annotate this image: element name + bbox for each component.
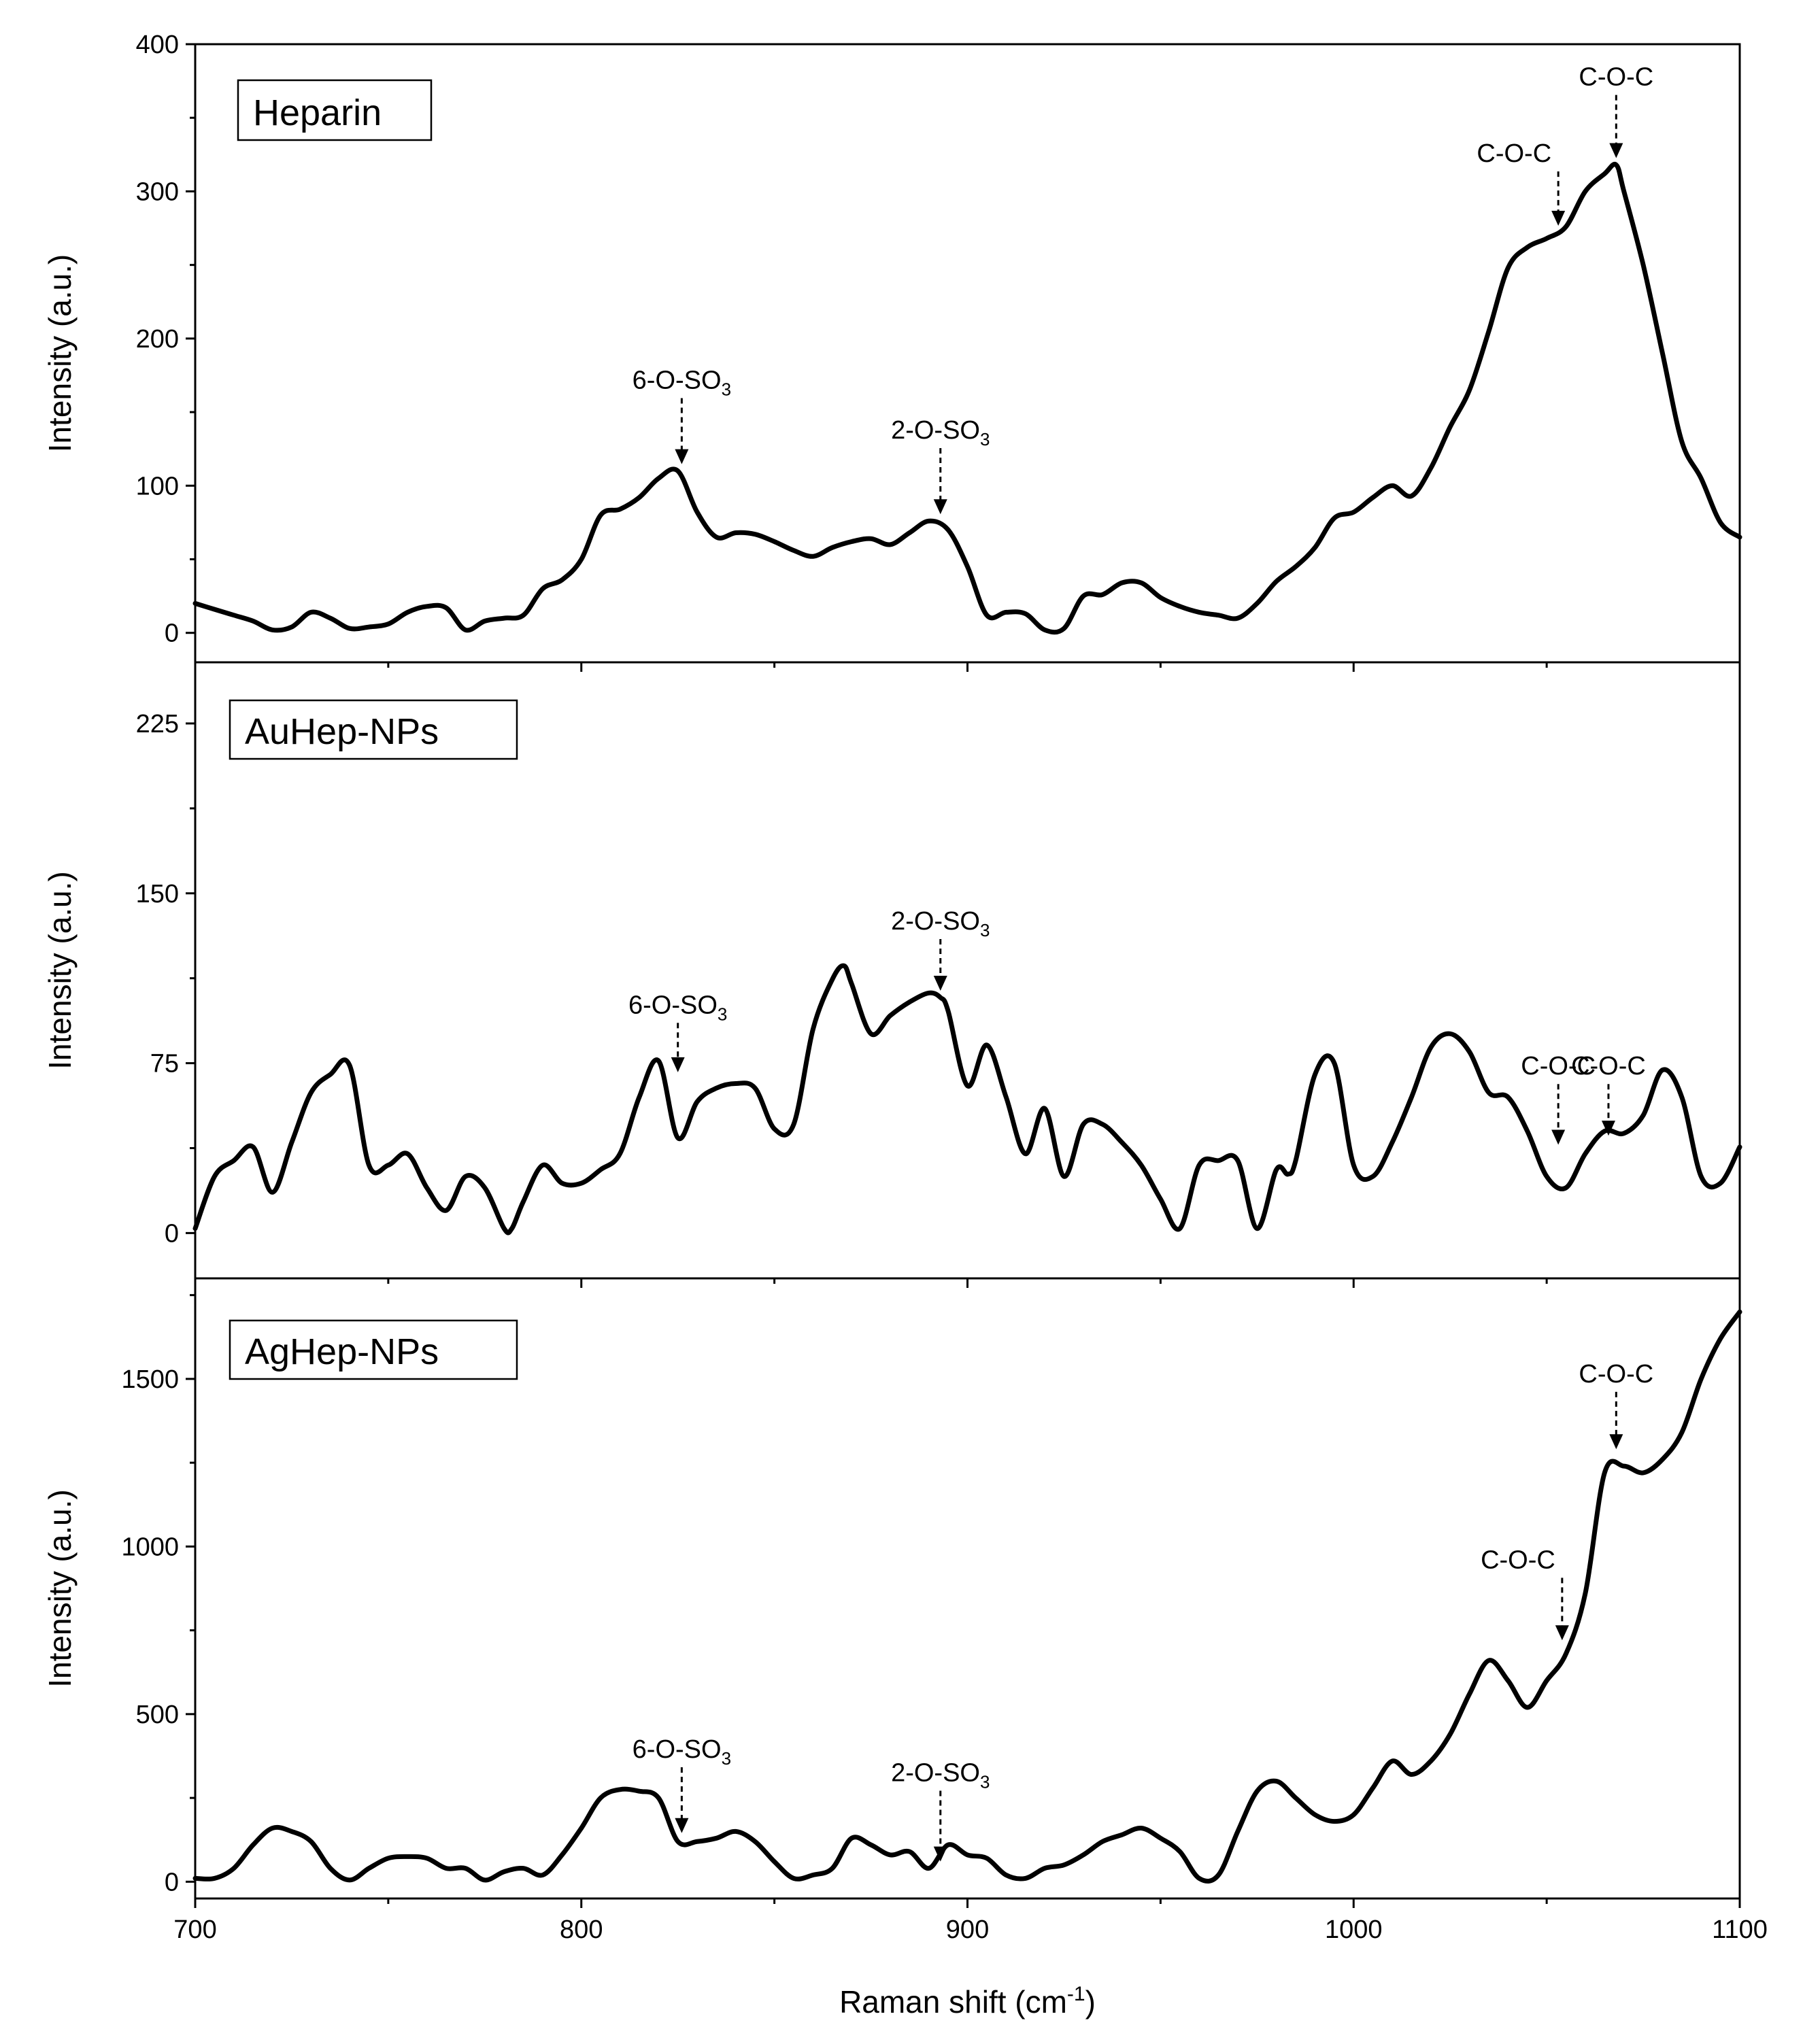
aghep-x-tick-label: 800 bbox=[560, 1915, 603, 1944]
heparin-annotation-arrowhead bbox=[675, 449, 689, 464]
aghep-spectrum-layer bbox=[192, 1309, 1742, 1884]
heparin-spectrum-layer bbox=[192, 162, 1742, 635]
auhep-spectrum-layer bbox=[192, 963, 1742, 1236]
aghep-annotation-arrowhead bbox=[933, 1846, 947, 1862]
aghep-annotation-label-main: C-O-C bbox=[1579, 1360, 1653, 1389]
heparin-panel-label: Heparin bbox=[253, 92, 382, 133]
aghep-axes: 0 500 1000 1500 700 800 900 1000 1100 bbox=[121, 1277, 1768, 1944]
aghep-annotation-label: 6-O-SO3 bbox=[633, 1735, 731, 1769]
auhep-annotation-arrowhead bbox=[1551, 1129, 1566, 1145]
auhep-annotation-label-subscript: 3 bbox=[980, 920, 990, 940]
heparin-annotation-label: C-O-C bbox=[1579, 63, 1653, 92]
aghep-label-box bbox=[229, 1319, 518, 1380]
auhep-annotation-label-main: C-O-C bbox=[1521, 1052, 1596, 1080]
aghep-annotation-label: 2-O-SO3 bbox=[891, 1758, 990, 1792]
auhep-annotation-label-subscript: 3 bbox=[718, 1004, 727, 1024]
heparin-annotation-label-main: 2-O-SO bbox=[891, 416, 980, 445]
heparin-annotation-arrowhead bbox=[933, 499, 947, 515]
auhep-annotation-label: 2-O-SO3 bbox=[891, 907, 990, 940]
heparin-spectrum-line bbox=[192, 162, 1742, 635]
heparin-y-tick-label: 300 bbox=[136, 177, 179, 206]
heparin-y-tick-label: 100 bbox=[136, 472, 179, 500]
heparin-y-tick-label: 400 bbox=[136, 31, 179, 59]
aghep-y-axis-title: Intensity (a.u.) bbox=[42, 1489, 78, 1687]
heparin-annotation-label-subscript: 3 bbox=[980, 429, 990, 449]
aghep-annotation-label-main: 6-O-SO bbox=[633, 1735, 722, 1764]
auhep-annotation-arrowhead bbox=[671, 1057, 685, 1072]
aghep-annotation-label-main: 2-O-SO bbox=[891, 1758, 980, 1787]
x-axis-title-main: Raman shift (cm bbox=[839, 1984, 1067, 2020]
auhep-y-tick-label: 150 bbox=[136, 880, 179, 908]
auhep-annotation-label: C-O-C bbox=[1571, 1052, 1646, 1080]
heparin-annotation-label: C-O-C bbox=[1477, 139, 1551, 168]
aghep-annotation-arrowhead bbox=[675, 1818, 689, 1833]
heparin-annotation-label-main: C-O-C bbox=[1477, 139, 1551, 168]
aghep-x-tick-label: 700 bbox=[173, 1915, 216, 1944]
auhep-spectrum-line bbox=[192, 963, 1742, 1236]
aghep-annotation-label-main: C-O-C bbox=[1481, 1546, 1555, 1574]
aghep-annotation-arrowhead bbox=[1609, 1434, 1623, 1450]
auhep-y-tick-label: 0 bbox=[165, 1219, 179, 1248]
heparin-annotation-label-main: C-O-C bbox=[1579, 63, 1653, 92]
heparin-annotation-label-main: 6-O-SO bbox=[633, 366, 722, 394]
auhep-annotation-arrowhead bbox=[1601, 1121, 1615, 1136]
aghep-y-tick-label: 1500 bbox=[121, 1365, 179, 1394]
auhep-annotation-arrowhead bbox=[933, 975, 947, 991]
auhep-y-axis-title: Intensity (a.u.) bbox=[42, 871, 78, 1069]
aghep-x-tick-label: 1100 bbox=[1712, 1915, 1768, 1944]
heparin-annotation-arrowhead bbox=[1609, 143, 1623, 158]
auhep-y-tick-label: 75 bbox=[150, 1050, 179, 1078]
auhep-y-tick-label: 225 bbox=[136, 710, 179, 738]
heparin-y-axis-title: Intensity (a.u.) bbox=[42, 254, 78, 452]
aghep-annotation-arrowhead bbox=[1555, 1625, 1569, 1641]
aghep-spectrum-line bbox=[192, 1309, 1742, 1884]
auhep-annotation-label-main: 2-O-SO bbox=[891, 907, 980, 936]
aghep-annotation-label: C-O-C bbox=[1579, 1360, 1653, 1389]
heparin-label-box bbox=[237, 79, 433, 141]
aghep-y-tick-label: 1000 bbox=[121, 1533, 179, 1561]
auhep-annotation-label: 6-O-SO3 bbox=[628, 991, 727, 1024]
aghep-x-tick-label: 900 bbox=[946, 1915, 989, 1944]
heparin-annotation-label-subscript: 3 bbox=[722, 379, 731, 399]
heparin-annotation-label: 2-O-SO3 bbox=[891, 416, 990, 449]
aghep-annotation-label: C-O-C bbox=[1481, 1546, 1555, 1574]
aghep-annotation-label-subscript: 3 bbox=[722, 1748, 731, 1769]
heparin-y-tick-label: 200 bbox=[136, 325, 179, 354]
auhep-annotation-label-main: C-O-C bbox=[1571, 1052, 1646, 1080]
heparin-annotation-arrowhead bbox=[1551, 211, 1566, 226]
auhep-annotation-label-main: 6-O-SO bbox=[628, 991, 718, 1019]
auhep-annotation-label: C-O-C bbox=[1521, 1052, 1596, 1080]
x-axis-title-superscript: -1 bbox=[1067, 1983, 1085, 2005]
heparin-annotation-label: 6-O-SO3 bbox=[633, 366, 731, 399]
x-axis-title-close: ) bbox=[1085, 1984, 1096, 2020]
aghep-x-tick-label: 1000 bbox=[1325, 1915, 1383, 1944]
heparin-y-tick-label: 0 bbox=[165, 619, 179, 648]
aghep-panel-label: AgHep-NPs bbox=[245, 1331, 439, 1372]
aghep-y-tick-label: 0 bbox=[165, 1868, 179, 1896]
auhep-label-box bbox=[229, 699, 518, 760]
aghep-annotation-label-subscript: 3 bbox=[980, 1771, 990, 1792]
x-axis-title: Raman shift (cm-1) bbox=[839, 1983, 1096, 2020]
aghep-y-tick-label: 500 bbox=[136, 1701, 179, 1729]
auhep-panel-label: AuHep-NPs bbox=[245, 711, 439, 752]
